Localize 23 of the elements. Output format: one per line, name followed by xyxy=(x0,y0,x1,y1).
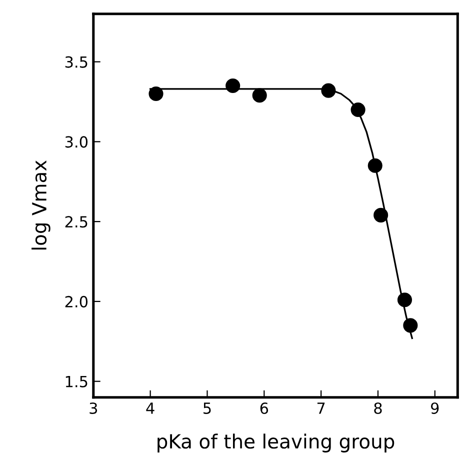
point xyxy=(397,292,412,308)
x-tick-label: 7 xyxy=(317,402,325,414)
y-tick-label: 1.5 xyxy=(66,376,88,388)
point xyxy=(403,318,418,333)
point xyxy=(148,86,164,102)
point xyxy=(374,208,388,222)
x-tick-label: 8 xyxy=(374,402,382,414)
y-tick-label: 2.0 xyxy=(65,296,88,308)
x-tick-label: 4 xyxy=(146,402,154,414)
point xyxy=(368,158,382,173)
x-axis-title: pKa of the leaving group xyxy=(158,434,394,452)
y-tick-label: 2.5 xyxy=(65,216,88,228)
point xyxy=(321,83,336,98)
y-tick-label: 3.0 xyxy=(65,136,88,148)
y-tick-label: 3.5 xyxy=(65,56,88,68)
point xyxy=(252,88,267,103)
point xyxy=(350,102,366,118)
y-axis-title: log Vmax xyxy=(32,160,50,250)
x-tick-label: 3 xyxy=(90,402,98,414)
x-tick-label: 9 xyxy=(430,402,439,414)
point xyxy=(226,78,240,94)
x-tick-label: 6 xyxy=(260,402,268,414)
x-tick-label: 5 xyxy=(204,402,211,414)
